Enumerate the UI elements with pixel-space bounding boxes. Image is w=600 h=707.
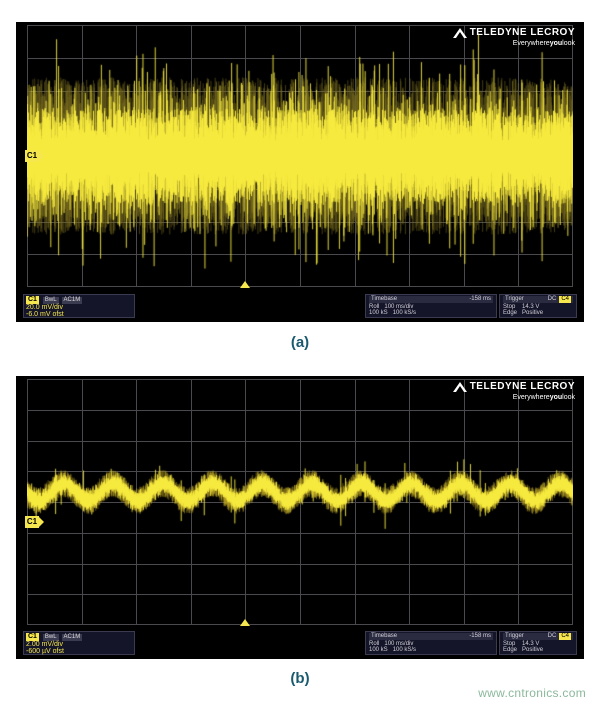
vertical-scale: 2.00 mV/div: [26, 641, 63, 648]
brand-tagline: Everywhereyoulook: [513, 394, 575, 401]
trigger-label: Trigger: [505, 633, 524, 639]
info-strip-b: C1 BwL AC1M 2.00 mV/div -600 µV ofst Tim…: [17, 630, 583, 658]
trigger-header: Trigger C4 DC: [503, 633, 573, 640]
brand-logo: TELEDYNE LECROY Everywhereyoulook: [453, 27, 575, 48]
channel-number-badge: C1: [26, 296, 39, 304]
trigger-coupling: DC: [548, 633, 557, 640]
channel-marker: C1: [25, 516, 39, 528]
waveform-trace-b: [27, 379, 573, 625]
timebase-header: Timebase -158 ms: [369, 296, 493, 303]
tagline-bold: you: [550, 40, 562, 47]
time-per-div: 100 ms/div: [384, 641, 413, 647]
sample-count: 100 kS: [369, 310, 388, 316]
trigger-type: Edge: [503, 647, 517, 653]
trigger-level: 14.3 V: [522, 304, 539, 310]
trigger-settings-box[interactable]: Trigger C4 DC Stop 14.3 V Edge Positive: [499, 294, 577, 318]
tagline-pre: Everywhere: [513, 40, 550, 47]
channel-marker: C1: [25, 150, 39, 162]
sample-count: 100 kS: [369, 647, 388, 653]
waveform-trace-a: [27, 25, 573, 287]
brand-name: TELEDYNE LECROY: [470, 27, 575, 38]
trigger-state: Stop: [503, 641, 515, 647]
trigger-settings-box[interactable]: Trigger C4 DC Stop 14.3 V Edge Positive: [499, 631, 577, 655]
acq-mode: Roll: [369, 304, 379, 310]
caption-a: (a): [0, 334, 600, 351]
caption-b: (b): [0, 670, 600, 687]
oscilloscope-panel-b: TELEDYNE LECROY Everywhereyoulook C1 C1 …: [16, 376, 584, 659]
watermark: www.cntronics.com: [478, 686, 586, 700]
timebase-delay: -158 ms: [469, 633, 491, 640]
sample-rate: 100 kS/s: [393, 310, 416, 316]
timebase-settings-box[interactable]: Timebase -158 ms Roll 100 ms/div 100 kS …: [365, 294, 497, 318]
oscilloscope-panel-a: TELEDYNE LECROY Everywhereyoulook C1 C1 …: [16, 22, 584, 322]
acq-mode: Roll: [369, 641, 379, 647]
info-strip-a: C1 BwL AC1M 20.0 mV/div -6.0 mV ofst Tim…: [17, 293, 583, 321]
tagline-pre: Everywhere: [513, 394, 550, 401]
trigger-level: 14.3 V: [522, 641, 539, 647]
tagline-post: look: [562, 394, 575, 401]
channel-settings-box[interactable]: C1 BwL AC1M 20.0 mV/div -6.0 mV ofst: [23, 294, 135, 318]
trigger-source-badge: C4: [559, 296, 571, 303]
coupling-badge: AC1M: [62, 297, 83, 304]
timebase-settings-box[interactable]: Timebase -158 ms Roll 100 ms/div 100 kS …: [365, 631, 497, 655]
trigger-state: Stop: [503, 304, 515, 310]
channel-settings-box[interactable]: C1 BwL AC1M 2.00 mV/div -600 µV ofst: [23, 631, 135, 655]
brand-logo: TELEDYNE LECROY Everywhereyoulook: [453, 381, 575, 402]
vertical-scale: 20.0 mV/div: [26, 304, 63, 311]
tagline-post: look: [562, 40, 575, 47]
trigger-type: Edge: [503, 310, 517, 316]
sample-rate: 100 kS/s: [393, 647, 416, 653]
bandwidth-badge: BwL: [43, 634, 59, 641]
timebase-label: Timebase: [371, 633, 397, 639]
timebase-header: Timebase -158 ms: [369, 633, 493, 640]
trigger-position-marker: [240, 619, 250, 626]
trigger-coupling: DC: [548, 296, 557, 303]
trigger-source-badge: C4: [559, 633, 571, 640]
brand-name: TELEDYNE LECROY: [470, 381, 575, 392]
timebase-label: Timebase: [371, 296, 397, 302]
timebase-delay: -158 ms: [469, 296, 491, 303]
brand-tagline: Everywhereyoulook: [513, 40, 575, 47]
waveform-plot-b: C1: [27, 379, 573, 625]
waveform-plot-a: C1: [27, 25, 573, 287]
time-per-div: 100 ms/div: [384, 304, 413, 310]
vertical-offset: -600 µV ofst: [26, 648, 64, 655]
tagline-bold: you: [550, 394, 562, 401]
coupling-badge: AC1M: [62, 634, 83, 641]
trigger-position-marker: [240, 281, 250, 288]
trigger-header: Trigger C4 DC: [503, 296, 573, 303]
trigger-slope: Positive: [522, 310, 543, 316]
bandwidth-badge: BwL: [43, 297, 59, 304]
trigger-slope: Positive: [522, 647, 543, 653]
trigger-label: Trigger: [505, 296, 524, 302]
channel-number-badge: C1: [26, 633, 39, 641]
vertical-offset: -6.0 mV ofst: [26, 311, 64, 318]
